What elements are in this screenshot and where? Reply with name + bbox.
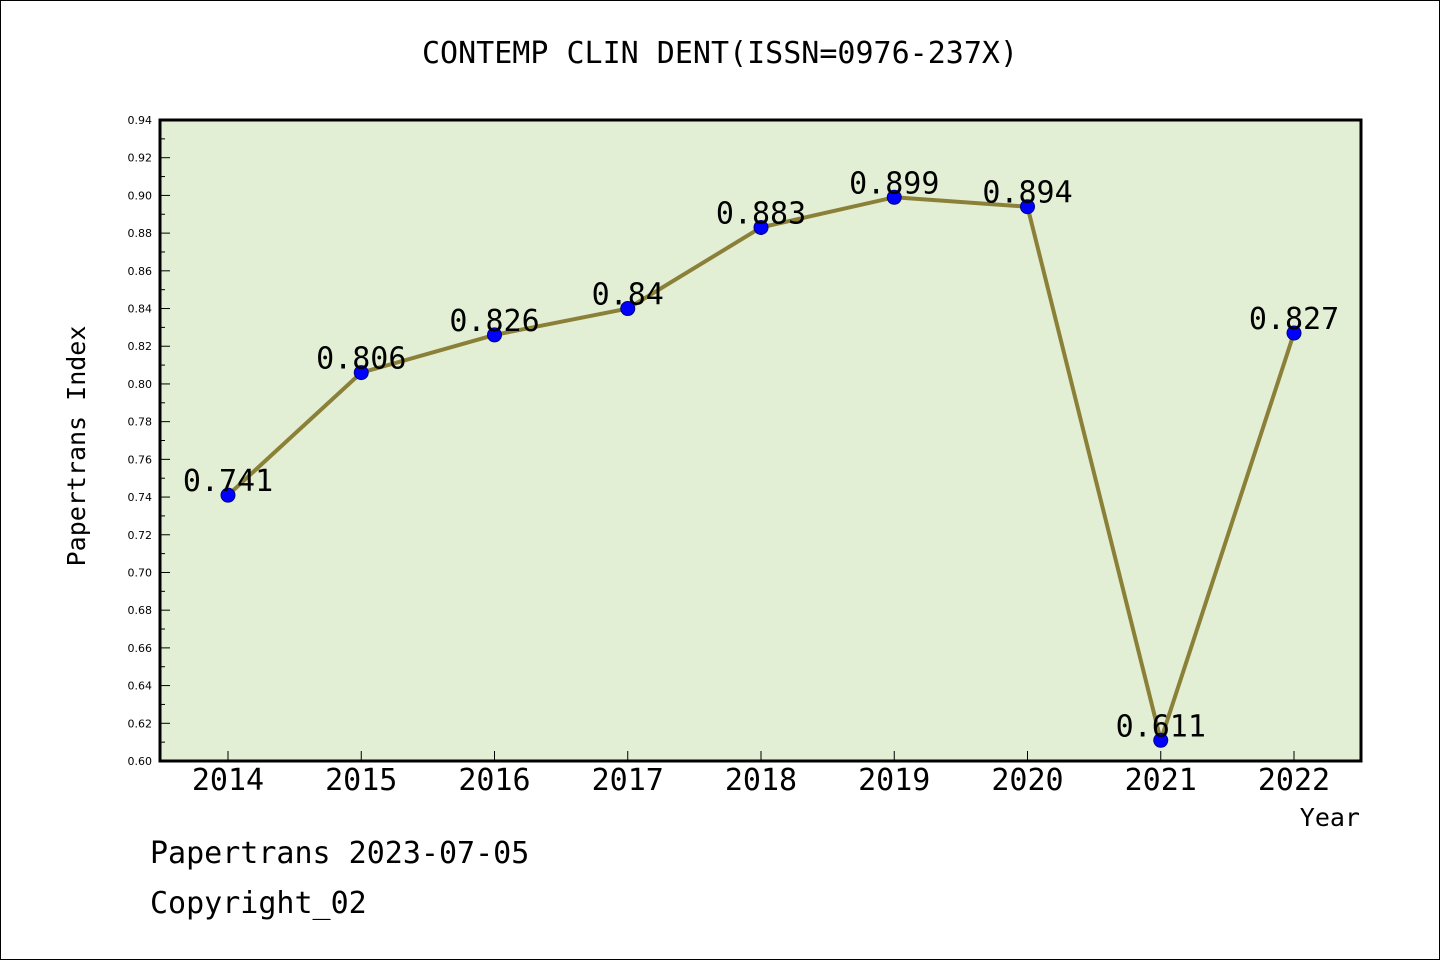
x-tick-label: 2015 (325, 763, 397, 798)
data-label: 0.827 (1249, 302, 1339, 337)
x-tick-label: 2020 (991, 763, 1063, 798)
y-axis-title: Papertrans Index (62, 326, 91, 567)
data-point (753, 219, 769, 235)
x-tick-label: 2018 (725, 763, 797, 798)
data-label: 0.611 (1116, 709, 1206, 744)
x-tick-label: 2022 (1258, 763, 1330, 798)
data-label: 0.806 (316, 342, 406, 377)
data-point (620, 301, 636, 317)
x-tick-label: 2017 (592, 763, 664, 798)
x-axis-title: Year (1300, 803, 1360, 832)
y-tick-label: 0.66 (128, 642, 153, 655)
footer-copyright: Copyright_02 (150, 886, 367, 921)
y-tick-label: 0.70 (128, 566, 153, 579)
y-tick-label: 0.94 (128, 114, 153, 127)
x-tick-label: 2014 (192, 763, 264, 798)
data-label: 0.894 (982, 176, 1072, 211)
data-point (1020, 199, 1035, 215)
y-tick-label: 0.84 (128, 303, 153, 316)
y-tick-label: 0.76 (128, 453, 153, 466)
y-tick-label: 0.92 (128, 152, 153, 165)
y-tick-label: 0.60 (128, 755, 153, 768)
x-tick-label: 2016 (458, 763, 530, 798)
data-label: 0.899 (849, 166, 939, 201)
x-axis: 2014 2015 2016 2017 2018 2019 2020 2021 2022 (192, 751, 1330, 798)
chart-title: CONTEMP CLIN DENT(ISSN=0976-237X) (421, 36, 1019, 71)
data-point (487, 327, 502, 343)
data-label: 0.84 (592, 278, 664, 313)
y-axis: 0.60 0.62 0.64 0.66 0.68 0.70 0.72 0.74 0.76 0.78… (128, 114, 170, 768)
y-tick-label: 0.74 (128, 491, 153, 504)
y-tick-label: 0.68 (128, 604, 153, 617)
y-tick-label: 0.88 (128, 227, 153, 240)
data-point (220, 487, 236, 503)
data-label: 0.883 (716, 196, 806, 231)
data-label: 0.741 (183, 464, 273, 499)
data-point (1153, 732, 1169, 748)
data-label: 0.826 (449, 304, 539, 339)
data-point (886, 189, 902, 205)
data-labels: 0.741 0.806 0.826 0.84 0.883 0.899 0.894 0.611 0… (183, 166, 1339, 744)
y-tick-label: 0.62 (128, 717, 153, 730)
y-tick-label: 0.78 (128, 416, 153, 429)
x-tick-label: 2019 (858, 763, 930, 798)
y-tick-label: 0.82 (128, 340, 153, 353)
data-point (353, 365, 369, 381)
series-papertrans-index (220, 189, 1302, 748)
y-tick-label: 0.64 (128, 680, 153, 693)
y-tick-label: 0.72 (128, 529, 153, 542)
footer-date: Papertrans 2023-07-05 (150, 836, 530, 871)
y-tick-label: 0.86 (128, 265, 153, 278)
y-tick-label: 0.90 (128, 189, 153, 202)
data-point (1286, 325, 1302, 341)
y-tick-label: 0.80 (128, 378, 153, 391)
x-tick-label: 2021 (1125, 763, 1197, 798)
